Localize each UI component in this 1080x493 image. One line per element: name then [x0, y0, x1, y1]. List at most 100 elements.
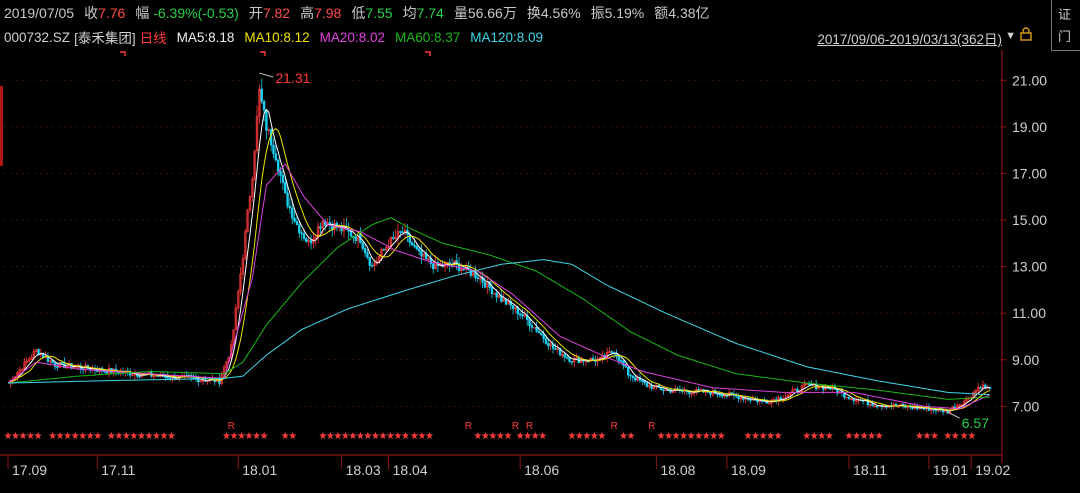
candle-body — [241, 258, 245, 275]
signal-star-icon: ★ — [410, 431, 419, 442]
candle-body — [401, 231, 404, 234]
turnover-quote: 换4.56% — [526, 5, 581, 21]
signal-star-icon: ★ — [852, 431, 861, 442]
candle-body — [168, 377, 172, 380]
candle-body — [817, 387, 820, 390]
signal-star-icon: ★ — [709, 431, 718, 442]
signal-star-icon: ★ — [425, 431, 434, 442]
candle-body — [610, 351, 613, 353]
candle-body — [291, 207, 294, 219]
candle-body — [718, 394, 722, 396]
signal-star-icon: ★ — [363, 431, 372, 442]
ma120-line — [7, 259, 991, 396]
candle-body — [556, 348, 559, 350]
x-tick-label-1: 17.11 — [101, 462, 135, 478]
x-tick-label-7: 18.09 — [731, 462, 766, 478]
signal-star-icon: ★ — [751, 431, 760, 442]
signal-star-icon: ★ — [503, 431, 512, 442]
candle-body — [697, 389, 700, 391]
candle-body — [737, 395, 740, 400]
left-edge-marker — [0, 86, 3, 166]
signal-star-icon: ★ — [619, 431, 628, 442]
candle-body — [166, 376, 169, 379]
candle-body — [511, 305, 515, 310]
y-tick-label-6: 9.00 — [1012, 352, 1039, 368]
candle-body — [244, 231, 247, 259]
signal-star-icon: ★ — [679, 431, 688, 442]
candle-body — [462, 268, 465, 271]
ma-legend: 000732.SZ [泰禾集团] 日线 MA5:8.18 MA10:8.12 M… — [4, 28, 543, 47]
signal-star-icon: ★ — [230, 431, 239, 442]
signal-star-icon: ★ — [71, 431, 80, 442]
grid-layer — [4, 79, 1002, 407]
candle-body — [540, 332, 543, 336]
signal-star-icon: ★ — [496, 431, 505, 442]
low-quote: 低7.55 — [351, 5, 393, 21]
signal-star-icon: ★ — [371, 431, 380, 442]
candle-body — [645, 382, 649, 387]
candle-body — [58, 362, 61, 368]
signal-star-icon: ★ — [531, 431, 540, 442]
candle-body — [664, 389, 667, 392]
candle-body — [321, 220, 325, 229]
signal-star-icon: ★ — [222, 431, 231, 442]
date-range[interactable]: 2017/09/06-2019/03/13(362日) — [817, 32, 1002, 47]
mark-layer: 21.316.57★★★★★ ★★★★★★★ ★★★★★★★★★ ★★★★★★ ★★ ★★… — [0, 51, 989, 442]
side-panel[interactable]: 证 门 — [1051, 0, 1080, 51]
signal-star-icon: ★ — [160, 431, 169, 442]
candle-body — [568, 357, 571, 362]
period-label[interactable]: 日线 — [139, 31, 167, 46]
range-dropdown-icon[interactable]: ▼ — [1005, 30, 1016, 42]
signal-star-icon: ★ — [129, 431, 138, 442]
candle-body — [382, 249, 386, 251]
candle-body — [570, 360, 574, 363]
candle-body — [530, 325, 534, 328]
signal-star-icon: ★ — [488, 431, 497, 442]
candle-body — [974, 390, 978, 393]
candle-body — [845, 396, 848, 399]
candle-body — [507, 300, 510, 305]
candle-body — [225, 361, 228, 368]
signal-star-icon: ★ — [348, 431, 357, 442]
signal-star-icon: ★ — [11, 431, 20, 442]
candle-body — [302, 233, 306, 239]
candle-body — [542, 334, 545, 339]
r-mark-label: R — [648, 421, 655, 432]
candle-body — [415, 246, 418, 250]
signal-star-icon: ★ — [4, 431, 13, 442]
ma10-legend: MA10:8.12 — [244, 29, 310, 45]
signal-star-icon: ★ — [951, 431, 960, 442]
r-mark-label: R — [465, 421, 472, 432]
signal-star-icon: ★ — [744, 431, 753, 442]
candle-body — [284, 182, 287, 194]
candle-body — [309, 240, 313, 244]
signal-star-icon: ★ — [627, 431, 636, 442]
candle-body — [222, 366, 226, 376]
ma-layer — [7, 108, 991, 412]
candle-body — [34, 349, 38, 352]
candle-body — [307, 240, 310, 242]
lock-icon[interactable] — [1020, 27, 1032, 41]
signal-star-icon: ★ — [597, 431, 606, 442]
stock-name: [泰禾集团] — [74, 31, 136, 46]
candle-body — [32, 351, 36, 358]
ma20-legend: MA20:8.02 — [319, 29, 385, 45]
signal-star-icon: ★ — [107, 431, 116, 442]
candle-body — [528, 319, 531, 326]
signal-star-icon: ★ — [960, 431, 969, 442]
min-price-label: 6.57 — [962, 415, 989, 431]
signal-star-icon: ★ — [664, 431, 673, 442]
candle-body — [253, 150, 256, 180]
candle-body — [629, 374, 632, 377]
signal-star-icon: ★ — [930, 431, 939, 442]
candle-body — [648, 385, 651, 387]
candle-body — [709, 392, 712, 395]
candle-body — [469, 269, 473, 276]
candle-body — [786, 394, 790, 398]
candle-body — [408, 234, 411, 243]
volume-quote: 量56.66万 — [453, 5, 517, 21]
stock-code: 000732.SZ — [4, 29, 71, 45]
candle-body — [281, 175, 285, 183]
candle-body — [305, 238, 308, 242]
